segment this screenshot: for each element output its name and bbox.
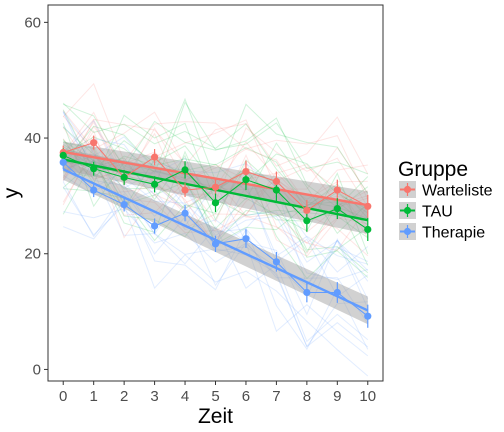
data-point bbox=[90, 139, 98, 147]
trajectory-line bbox=[62, 150, 369, 274]
trajectory-line bbox=[63, 166, 369, 280]
data-point bbox=[364, 225, 372, 234]
data-point bbox=[150, 222, 159, 230]
x-tick-label: 5 bbox=[211, 388, 219, 405]
x-tick-label: 10 bbox=[359, 388, 376, 405]
trajectory-line bbox=[62, 111, 369, 194]
x-axis: 0 1 2 3 4 5 6 7 8 9 10 bbox=[59, 381, 376, 405]
x-tick-label: 9 bbox=[333, 388, 341, 405]
trajectory-line bbox=[62, 186, 369, 377]
data-point bbox=[59, 151, 67, 159]
trajectory-line bbox=[62, 129, 369, 255]
y-tick-label: 20 bbox=[24, 246, 41, 263]
regression-line bbox=[63, 150, 368, 207]
trajectory-line bbox=[63, 199, 369, 357]
data-point bbox=[333, 186, 341, 194]
trajectory-line bbox=[62, 101, 368, 190]
data-point bbox=[59, 158, 67, 166]
data-point bbox=[120, 200, 128, 209]
data-point bbox=[211, 199, 220, 207]
trajectory-line bbox=[62, 126, 368, 206]
data-point bbox=[333, 288, 341, 297]
mean-points bbox=[59, 139, 372, 320]
trajectory-line bbox=[62, 110, 369, 175]
data-point bbox=[150, 153, 159, 161]
trajectory-line bbox=[62, 148, 368, 239]
trajectory-line bbox=[62, 82, 369, 200]
x-tick-label: 2 bbox=[120, 388, 128, 405]
legend-label: Therapie bbox=[422, 225, 485, 242]
x-tick-label: 6 bbox=[242, 388, 250, 405]
data-point bbox=[242, 167, 250, 176]
x-tick-label: 0 bbox=[59, 388, 67, 405]
trajectory-line bbox=[63, 147, 369, 214]
data-point bbox=[90, 165, 98, 173]
y-tick-label: 60 bbox=[24, 14, 41, 31]
legend-title: Gruppe bbox=[398, 158, 468, 181]
trajectory-line bbox=[62, 125, 369, 222]
legend-key-point bbox=[403, 185, 412, 194]
data-point bbox=[90, 186, 98, 194]
x-tick-label: 1 bbox=[90, 388, 98, 405]
data-point bbox=[150, 180, 159, 188]
legend-key-point bbox=[403, 206, 412, 215]
y-tick-label: 40 bbox=[24, 130, 41, 147]
trajectory-line bbox=[62, 167, 369, 297]
data-point bbox=[303, 288, 311, 297]
data-point bbox=[272, 258, 281, 266]
y-axis-label: y bbox=[0, 187, 23, 198]
trajectory-line bbox=[63, 142, 369, 255]
trajectory-line bbox=[62, 115, 368, 211]
x-tick-label: 7 bbox=[272, 388, 280, 405]
trajectory-line bbox=[63, 208, 368, 348]
x-tick-label: 3 bbox=[150, 388, 158, 405]
data-point bbox=[303, 217, 311, 225]
x-axis-label: Zeit bbox=[198, 405, 233, 428]
data-point bbox=[272, 177, 281, 186]
data-point bbox=[333, 205, 341, 213]
x-tick-label: 8 bbox=[303, 388, 311, 405]
legend-label: TAU bbox=[422, 204, 453, 221]
data-point bbox=[120, 173, 128, 181]
trajectory-line bbox=[62, 181, 369, 351]
legend-key-point bbox=[403, 227, 412, 236]
trajectory-line bbox=[62, 145, 369, 234]
y-axis: 0 20 40 60 bbox=[24, 14, 48, 378]
data-point bbox=[181, 209, 189, 217]
data-point bbox=[181, 186, 189, 194]
data-point bbox=[211, 240, 220, 248]
data-point bbox=[211, 183, 220, 191]
data-point bbox=[303, 206, 311, 214]
trajectory-line bbox=[62, 111, 369, 316]
legend-label: Warteliste bbox=[422, 183, 493, 200]
data-point bbox=[272, 186, 281, 194]
trajectory-line bbox=[63, 103, 369, 209]
data-point bbox=[364, 202, 372, 210]
data-point bbox=[242, 176, 250, 184]
data-point bbox=[242, 235, 250, 243]
x-tick-label: 4 bbox=[181, 388, 189, 405]
data-point bbox=[364, 312, 372, 320]
y-tick-label: 0 bbox=[33, 361, 41, 378]
legend: Gruppe Warteliste TAU Therapie bbox=[398, 158, 493, 242]
data-point bbox=[181, 166, 189, 174]
